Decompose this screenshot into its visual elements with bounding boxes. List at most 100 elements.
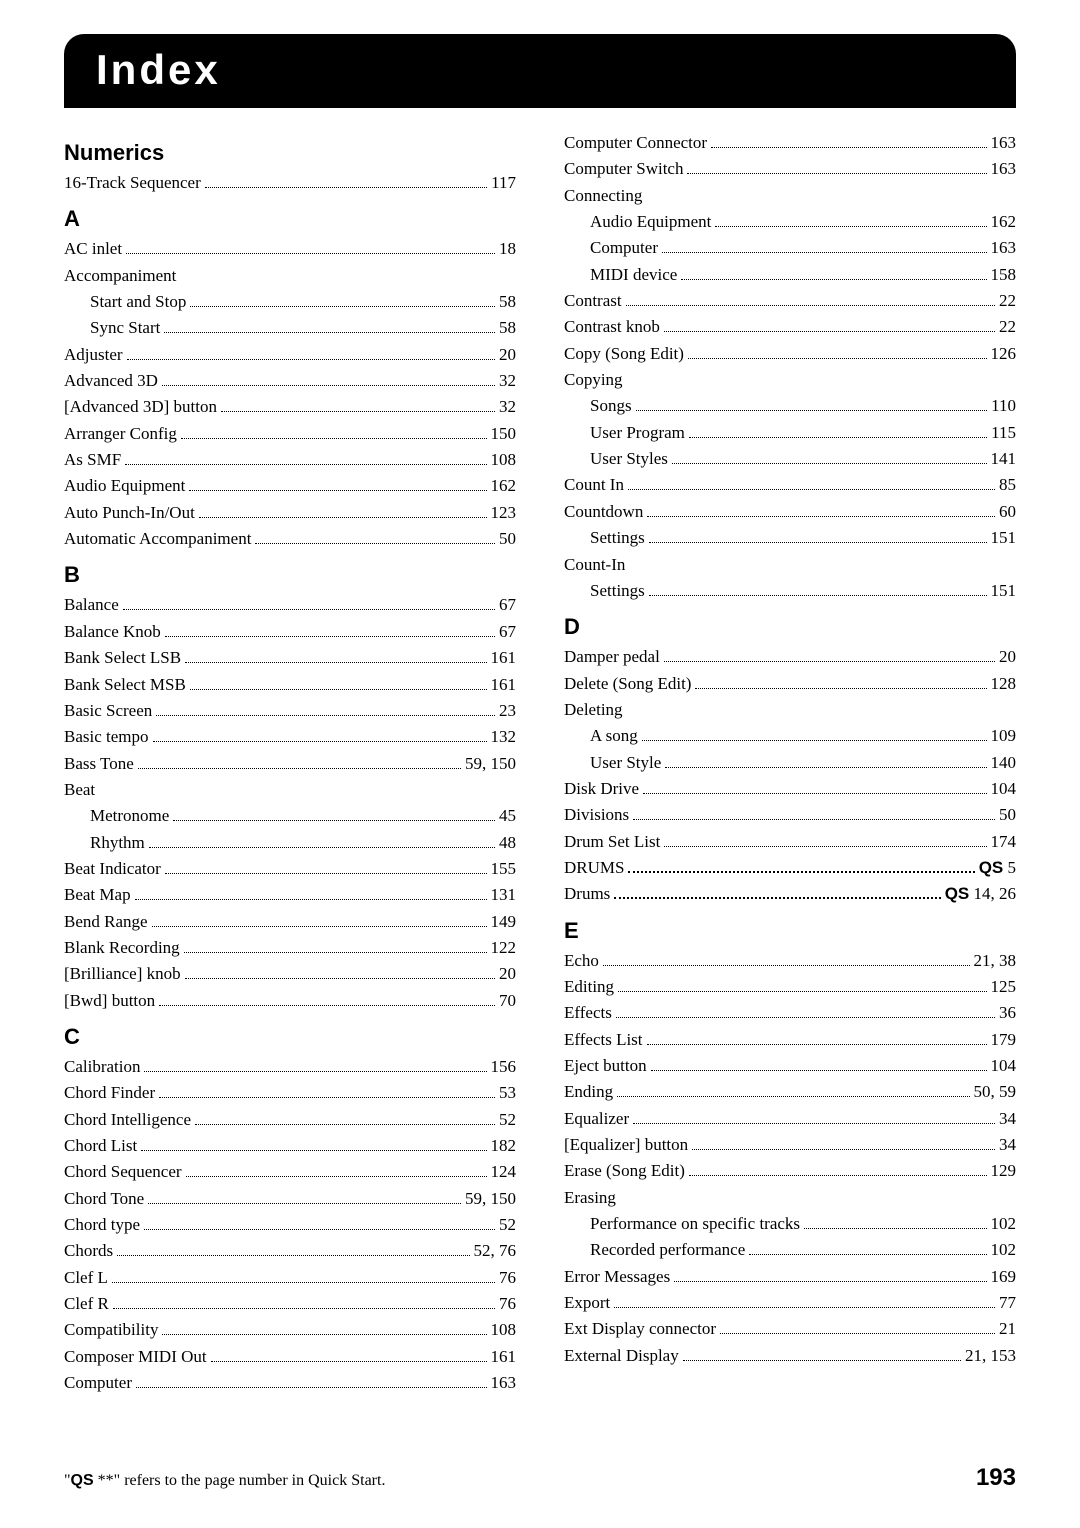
footnote-post: **" refers to the page number in Quick S… xyxy=(94,1472,386,1489)
index-entry-page: 158 xyxy=(991,262,1017,288)
index-entry-label: Echo xyxy=(564,948,599,974)
leader-dots xyxy=(211,1351,487,1361)
index-entry-page: 67 xyxy=(499,619,516,645)
index-entry: External Display21, 153 xyxy=(564,1343,1016,1369)
leader-dots xyxy=(113,1299,495,1309)
index-entry-label: [Advanced 3D] button xyxy=(64,394,217,420)
index-entry: Settings151 xyxy=(564,525,1016,551)
leader-dots xyxy=(642,731,987,741)
index-entry-label: Automatic Accompaniment xyxy=(64,526,251,552)
index-entry-page: 45 xyxy=(499,803,516,829)
leader-dots xyxy=(695,678,986,688)
index-entry-label: DRUMS xyxy=(564,855,624,881)
leader-dots xyxy=(614,888,940,899)
index-entry-page: 102 xyxy=(991,1211,1017,1237)
leader-dots xyxy=(152,916,487,926)
index-entry: Drum Set List174 xyxy=(564,829,1016,855)
leader-dots xyxy=(636,401,988,411)
index-entry: AC inlet18 xyxy=(64,236,516,262)
index-entry-page: 109 xyxy=(991,723,1017,749)
index-entry-label: Recorded performance xyxy=(590,1237,745,1263)
index-entry-page: 162 xyxy=(491,473,517,499)
leader-dots xyxy=(692,1140,995,1150)
index-entry-page: 76 xyxy=(499,1265,516,1291)
index-column-right: Computer Connector163Computer Switch163C… xyxy=(564,130,1016,1396)
index-entry: Damper pedal20 xyxy=(564,644,1016,670)
index-entry: Effects36 xyxy=(564,1000,1016,1026)
index-entry-page: 50, 59 xyxy=(974,1079,1017,1105)
leader-dots xyxy=(689,427,987,437)
index-entry: Eject button104 xyxy=(564,1053,1016,1079)
index-column-left: Numerics16-Track Sequencer117AAC inlet18… xyxy=(64,130,516,1396)
leader-dots xyxy=(711,138,986,148)
leader-dots xyxy=(688,348,987,358)
index-entry-label: Chord Finder xyxy=(64,1080,155,1106)
index-entry-page: 174 xyxy=(991,829,1017,855)
index-entry: Delete (Song Edit)128 xyxy=(564,671,1016,697)
leader-dots xyxy=(156,706,495,716)
index-entry: Advanced 3D32 xyxy=(64,368,516,394)
index-entry-page: 22 xyxy=(999,288,1016,314)
index-entry: [Brilliance] knob20 xyxy=(64,961,516,987)
leader-dots xyxy=(186,1167,487,1177)
index-entry: Chord List182 xyxy=(64,1133,516,1159)
index-entry: Computer Connector 163 xyxy=(564,130,1016,156)
index-entry: Clef L76 xyxy=(64,1265,516,1291)
leader-dots xyxy=(190,297,495,307)
index-entry-page: 20 xyxy=(499,342,516,368)
index-entry: Songs110 xyxy=(564,393,1016,419)
leader-dots xyxy=(125,455,486,465)
index-entry-page: 179 xyxy=(991,1027,1017,1053)
index-entry-label: Disk Drive xyxy=(564,776,639,802)
index-entry-page: 59, 150 xyxy=(465,1186,516,1212)
index-entry: Performance on specific tracks102 xyxy=(564,1211,1016,1237)
leader-dots xyxy=(617,1087,969,1097)
index-entry: Auto Punch-In/Out123 xyxy=(64,500,516,526)
index-entry-label: Ending xyxy=(564,1079,613,1105)
index-entry-page: 129 xyxy=(991,1158,1017,1184)
page: Index Numerics16-Track Sequencer117AAC i… xyxy=(0,0,1080,1528)
index-entry: Arranger Config150 xyxy=(64,421,516,447)
leader-dots xyxy=(195,1114,495,1124)
index-entry-page: 20 xyxy=(999,644,1016,670)
index-entry-label: Eject button xyxy=(564,1053,647,1079)
index-entry-page: 163 xyxy=(991,235,1017,261)
index-entry-label: Chord Sequencer xyxy=(64,1159,182,1185)
index-entry: Rhythm48 xyxy=(64,830,516,856)
index-entry-page: 161 xyxy=(491,645,517,671)
index-entry-label: [Bwd] button xyxy=(64,988,155,1014)
index-entry-page: 58 xyxy=(499,315,516,341)
index-entry-label: [Brilliance] knob xyxy=(64,961,181,987)
index-entry-label: Computer Connector xyxy=(564,130,707,156)
index-entry-page: 50 xyxy=(499,526,516,552)
index-entry-label: Beat Map xyxy=(64,882,131,908)
index-entry-label: 16-Track Sequencer xyxy=(64,170,201,196)
index-entry-page: 163 xyxy=(491,1370,517,1396)
leader-dots xyxy=(672,454,987,464)
index-entry: User Style140 xyxy=(564,750,1016,776)
leader-dots xyxy=(112,1272,495,1282)
index-entry-label: Copy (Song Edit) xyxy=(564,341,684,367)
leader-dots xyxy=(199,507,487,517)
index-entry-label: Count In xyxy=(564,472,624,498)
page-number: 193 xyxy=(976,1464,1016,1492)
index-entry: Error Messages169 xyxy=(564,1264,1016,1290)
index-entry: Audio Equipment162 xyxy=(564,209,1016,235)
leader-dots xyxy=(628,862,974,873)
leader-dots xyxy=(159,1088,495,1098)
leader-dots xyxy=(185,653,486,663)
index-entry: DrumsQS 14, 26 xyxy=(564,881,1016,907)
leader-dots xyxy=(164,323,495,333)
index-entry-label: Bank Select MSB xyxy=(64,672,186,698)
index-entry: Chord Tone59, 150 xyxy=(64,1186,516,1212)
index-entry-page: 52 xyxy=(499,1212,516,1238)
leader-dots xyxy=(647,506,995,516)
index-entry: Basic tempo132 xyxy=(64,724,516,750)
index-entry: 16-Track Sequencer117 xyxy=(64,170,516,196)
index-entry-label: Settings xyxy=(590,525,645,551)
leader-dots xyxy=(715,217,986,227)
leader-dots xyxy=(185,969,495,979)
leader-dots xyxy=(205,178,487,188)
index-entry-page: 163 xyxy=(991,130,1017,156)
index-entry-label: Compatibility xyxy=(64,1317,158,1343)
